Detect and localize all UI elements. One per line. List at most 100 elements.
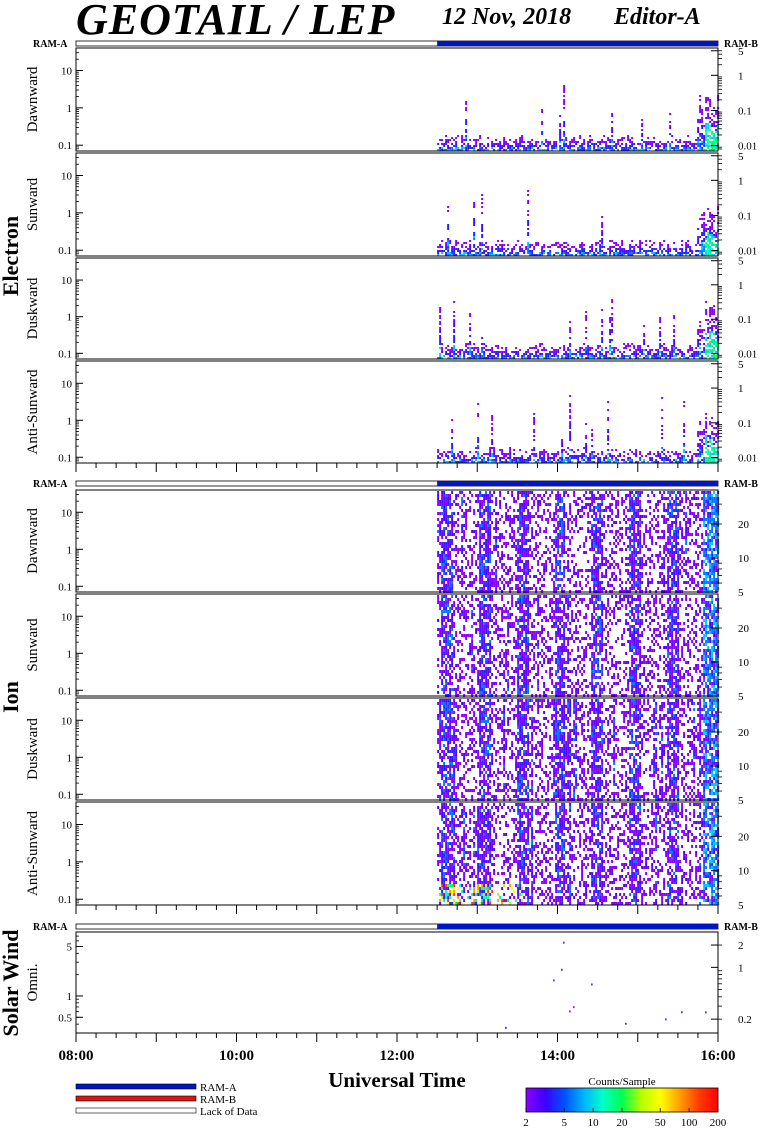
spectrogram-cell	[583, 254, 586, 256]
spectrogram-cell	[583, 506, 586, 509]
spectrogram-cell	[705, 252, 708, 254]
spectrogram-cell	[457, 135, 460, 137]
spectrogram-cell	[591, 143, 594, 145]
spectrogram-cell	[461, 530, 464, 533]
spectrogram-cell	[553, 581, 556, 584]
spectrogram-cell	[581, 246, 584, 248]
spectrogram-cell	[445, 143, 448, 145]
spectrogram-cell	[477, 451, 480, 453]
spectrogram-cell	[709, 315, 712, 317]
spectrogram-cell	[449, 497, 452, 500]
spectrogram-cell	[499, 587, 502, 590]
spectrogram-cell	[663, 353, 666, 355]
ram-bar	[75, 40, 719, 47]
spectrogram-cell	[625, 345, 628, 347]
spectrogram-cell	[657, 521, 660, 524]
spectrogram-cell	[443, 548, 446, 551]
spectrogram-cell	[697, 329, 700, 331]
spectrogram-cell	[585, 353, 588, 355]
spectrogram-cell	[591, 455, 594, 457]
spectrogram-cell	[447, 457, 450, 459]
spectrogram-cell	[461, 246, 464, 248]
spectrogram-cell	[523, 563, 526, 566]
spectrogram-cell	[581, 457, 584, 459]
spectrogram-cell	[485, 491, 488, 494]
spectrogram-cell	[601, 226, 604, 228]
spectrogram-cell	[559, 533, 562, 536]
spectrogram-cell	[447, 147, 450, 149]
spectrogram-cell	[441, 347, 444, 349]
spectrogram-cell	[637, 509, 640, 512]
spectrogram-cell	[567, 524, 570, 527]
spectrogram-cell	[471, 548, 474, 551]
spectrogram-cell	[461, 578, 464, 581]
spectrogram-cell	[691, 581, 694, 584]
spectrogram-cell	[623, 451, 626, 453]
spectrogram-cell	[715, 317, 718, 319]
spectrogram-cell	[487, 572, 490, 575]
spectrogram-cell	[465, 461, 468, 463]
spectrogram-cell	[705, 427, 708, 429]
spectrogram-cell	[513, 536, 516, 539]
spectrogram-cell	[695, 355, 698, 357]
spectrogram-cell	[675, 518, 678, 521]
spectrogram-cell	[609, 139, 612, 141]
spectrogram-cell	[533, 435, 536, 437]
spectrogram-cell	[569, 425, 572, 427]
spectrogram-cell	[677, 569, 680, 572]
spectrogram-cell	[523, 524, 526, 527]
spectrogram-cell	[445, 254, 448, 256]
spectrogram-cell	[709, 103, 712, 105]
spectrogram-cell	[621, 137, 624, 139]
spectrogram-cell	[705, 143, 708, 145]
spectrogram-cell	[479, 548, 482, 551]
spectrogram-cell	[669, 353, 672, 355]
spectrogram-cell	[479, 557, 482, 560]
spectrogram-cell	[543, 572, 546, 575]
spectrogram-cell	[677, 141, 680, 143]
spectrogram-cell	[569, 345, 572, 347]
spectrogram-cell	[509, 524, 512, 527]
spectrogram-cell	[633, 518, 636, 521]
spectrogram-cell	[677, 557, 680, 560]
spectrogram-cell	[637, 551, 640, 554]
spectrogram-cell	[705, 131, 708, 133]
spectrogram-cell	[617, 563, 620, 566]
spectrogram-cell	[565, 512, 568, 515]
spectrogram-cell	[559, 145, 562, 147]
spectrogram-cell	[511, 530, 514, 533]
spectrogram-cell	[581, 143, 584, 145]
spectrogram-cell	[453, 548, 456, 551]
spectrogram-cell	[633, 527, 636, 530]
spectrogram-cell	[445, 139, 448, 141]
spectrogram-cell	[509, 447, 512, 449]
spectrogram-cell	[461, 141, 464, 143]
spectrogram-cell	[697, 443, 700, 445]
spectrogram-cell	[679, 349, 682, 351]
spectrogram-cell	[611, 317, 614, 319]
spectrogram-cell	[507, 572, 510, 575]
spectrogram-cell	[675, 500, 678, 503]
spectrogram-cell	[515, 149, 518, 151]
spectrogram-cell	[589, 457, 592, 459]
spectrogram-cell	[595, 515, 598, 518]
spectrogram-cell	[603, 575, 606, 578]
spectrogram-cell	[459, 569, 462, 572]
spectrogram-cell	[509, 533, 512, 536]
spectrogram-cell	[591, 503, 594, 506]
spectrogram-cell	[559, 459, 562, 461]
spectrogram-cell	[491, 145, 494, 147]
spectrogram-cell	[453, 323, 456, 325]
spectrogram-cell	[439, 331, 442, 333]
spectrogram-cell	[483, 250, 486, 252]
spectrogram-cell	[629, 539, 632, 542]
spectrogram-cell	[593, 560, 596, 563]
spectrogram-cell	[711, 248, 714, 250]
spectrogram-cell	[489, 449, 492, 451]
spectrogram-cell	[713, 115, 716, 117]
spectrogram-cell	[551, 149, 554, 151]
spectrogram-cell	[439, 560, 442, 563]
spectrogram-cell	[559, 139, 562, 141]
spectrogram-cell	[555, 353, 558, 355]
spectrogram-cell	[453, 524, 456, 527]
